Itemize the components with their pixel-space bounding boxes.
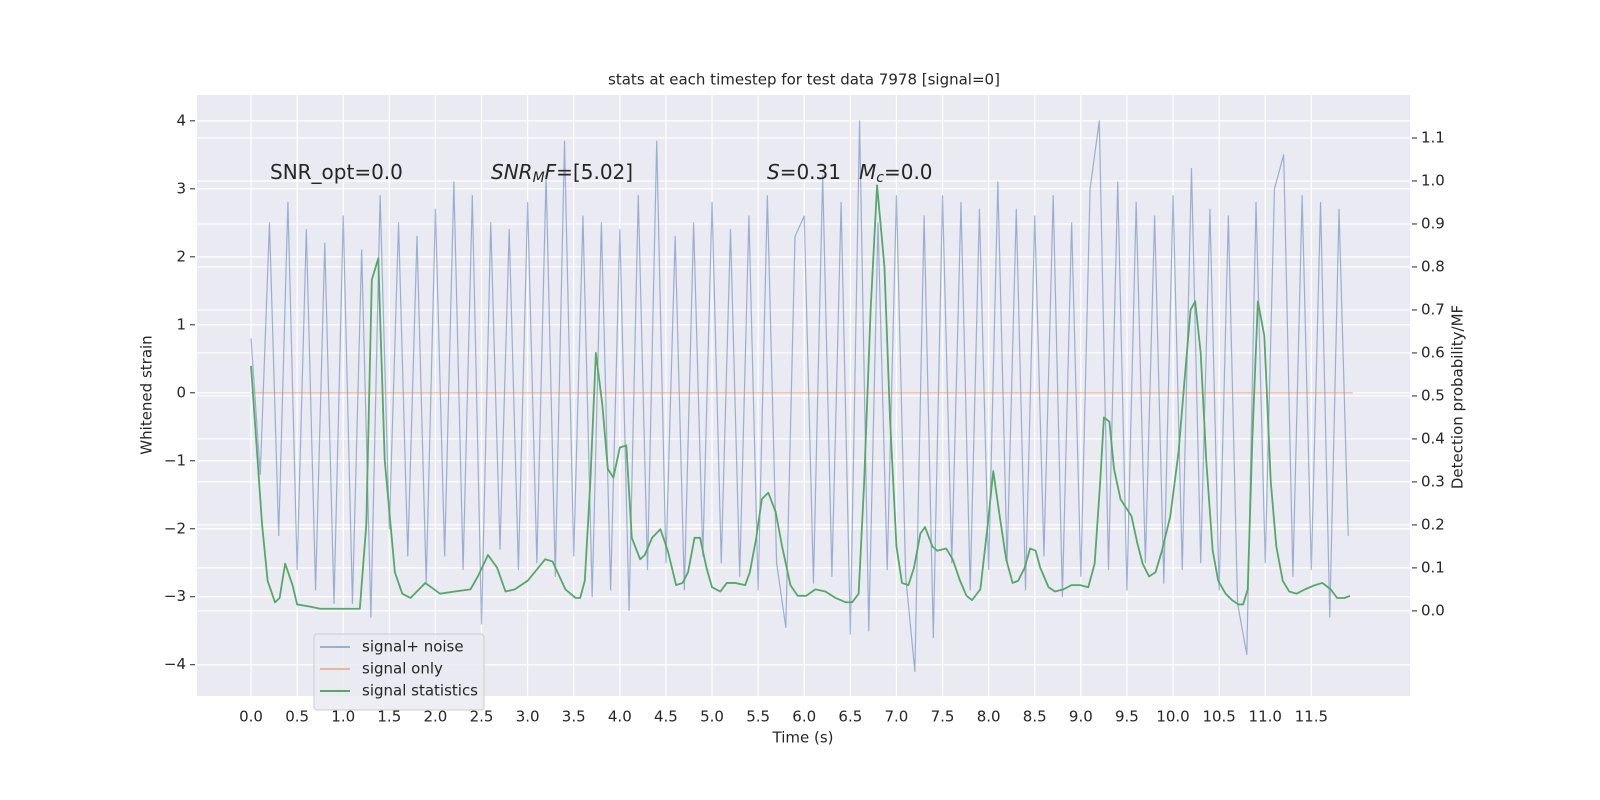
legend-label: signal statistics (362, 682, 478, 700)
legend-box (313, 633, 485, 711)
x-tick-label: 9.5 (1115, 708, 1139, 726)
legend-label: signal+ noise (362, 638, 464, 656)
y2-tick-label: 0.3 (1421, 472, 1445, 490)
annotation-part: M (533, 170, 545, 186)
x-tick-label: 10.0 (1156, 708, 1189, 726)
chart-title: stats at each timestep for test data 797… (608, 71, 1000, 89)
x-tick-label: 9.0 (1069, 708, 1093, 726)
x-tick-label: 7.5 (931, 708, 955, 726)
y2-tick-label: 0.7 (1421, 300, 1445, 318)
y-tick-label: 4 (176, 111, 186, 129)
y-tick-label: −2 (164, 519, 186, 537)
x-tick-label: 1.5 (377, 708, 401, 726)
y2-tick-label: 0.4 (1421, 429, 1445, 447)
legend-label: signal only (362, 660, 443, 678)
y2-tick-label: 0.2 (1421, 515, 1445, 533)
y2-tick-label: 0.5 (1421, 386, 1445, 404)
y-axis-label: Whitened strain (138, 335, 156, 454)
annotation-part: S (767, 160, 780, 184)
y2-tick-label: 0.8 (1421, 257, 1445, 275)
annotation-part: SNR_opt=0.0 (270, 160, 403, 184)
x-tick-label: 4.0 (608, 708, 632, 726)
y-tick-label: 3 (176, 179, 186, 197)
x-tick-label: 6.5 (838, 708, 862, 726)
x-tick-label: 10.5 (1202, 708, 1235, 726)
x-tick-label: 4.5 (654, 708, 678, 726)
y-tick-label: −1 (164, 451, 186, 469)
y2-tick-label: 0.6 (1421, 343, 1445, 361)
x-tick-label: 1.0 (331, 708, 355, 726)
annotation-part: =0.31 (780, 160, 841, 184)
annotation: SNRMF=[5.02] (491, 160, 633, 187)
series-line (250, 120, 1349, 673)
annotation: SNR_opt=0.0 (270, 160, 403, 184)
annotation-part: M (859, 160, 876, 184)
legend: signal+ noise signal only signal statistic… (313, 633, 485, 711)
y2-tick-label: 0.1 (1421, 558, 1445, 576)
x-tick-label: 6.0 (792, 708, 816, 726)
x-tick-label: 11.5 (1295, 708, 1328, 726)
x-tick-label: 2.0 (424, 708, 448, 726)
annotation: S=0.31 (767, 160, 841, 184)
series-line (250, 184, 1351, 610)
y2-tick-label: 0.0 (1421, 601, 1445, 619)
x-tick-label: 3.5 (562, 708, 586, 726)
y-tick-label: 1 (176, 315, 186, 333)
y2-tick-label: 0.9 (1421, 214, 1445, 232)
x-tick-label: 2.5 (470, 708, 494, 726)
x-tick-label: 0.0 (239, 708, 263, 726)
axes: 0.0 0.5 1.0 1.5 2.0 2.5 3.0 3.5 4.0 4.5 5.0 5.5 6.0 6… (164, 111, 1445, 725)
annotation-part: c (876, 170, 884, 186)
x-tick-label: 7.0 (885, 708, 909, 726)
y2-tick-label: 1.1 (1421, 128, 1445, 146)
y-tick-label: −3 (164, 587, 186, 605)
x-tick-label: 5.5 (746, 708, 770, 726)
annotation-part: SNR (491, 160, 533, 184)
x-tick-label: 8.0 (977, 708, 1001, 726)
y-tick-label: −4 (164, 655, 186, 673)
x-tick-label: 3.0 (516, 708, 540, 726)
y-tick-label: 2 (176, 247, 186, 265)
y-tick-label: 0 (176, 383, 186, 401)
x-tick-label: 0.5 (285, 708, 309, 726)
y2-tick-label: 1.0 (1421, 171, 1445, 189)
x-tick-label: 5.0 (700, 708, 724, 726)
annotation-part: F (545, 160, 557, 184)
x-tick-label: 11.0 (1249, 708, 1282, 726)
annotation-part: =0.0 (884, 160, 933, 184)
plot-lines (250, 120, 1353, 673)
annotation-part: =[5.02] (556, 160, 633, 184)
x-tick-label: 8.5 (1023, 708, 1047, 726)
annotation: Mc=0.0 (859, 160, 933, 187)
x-axis-label: Time (s) (772, 729, 834, 747)
y2-axis-label: Detection probability/MF (1449, 305, 1467, 489)
